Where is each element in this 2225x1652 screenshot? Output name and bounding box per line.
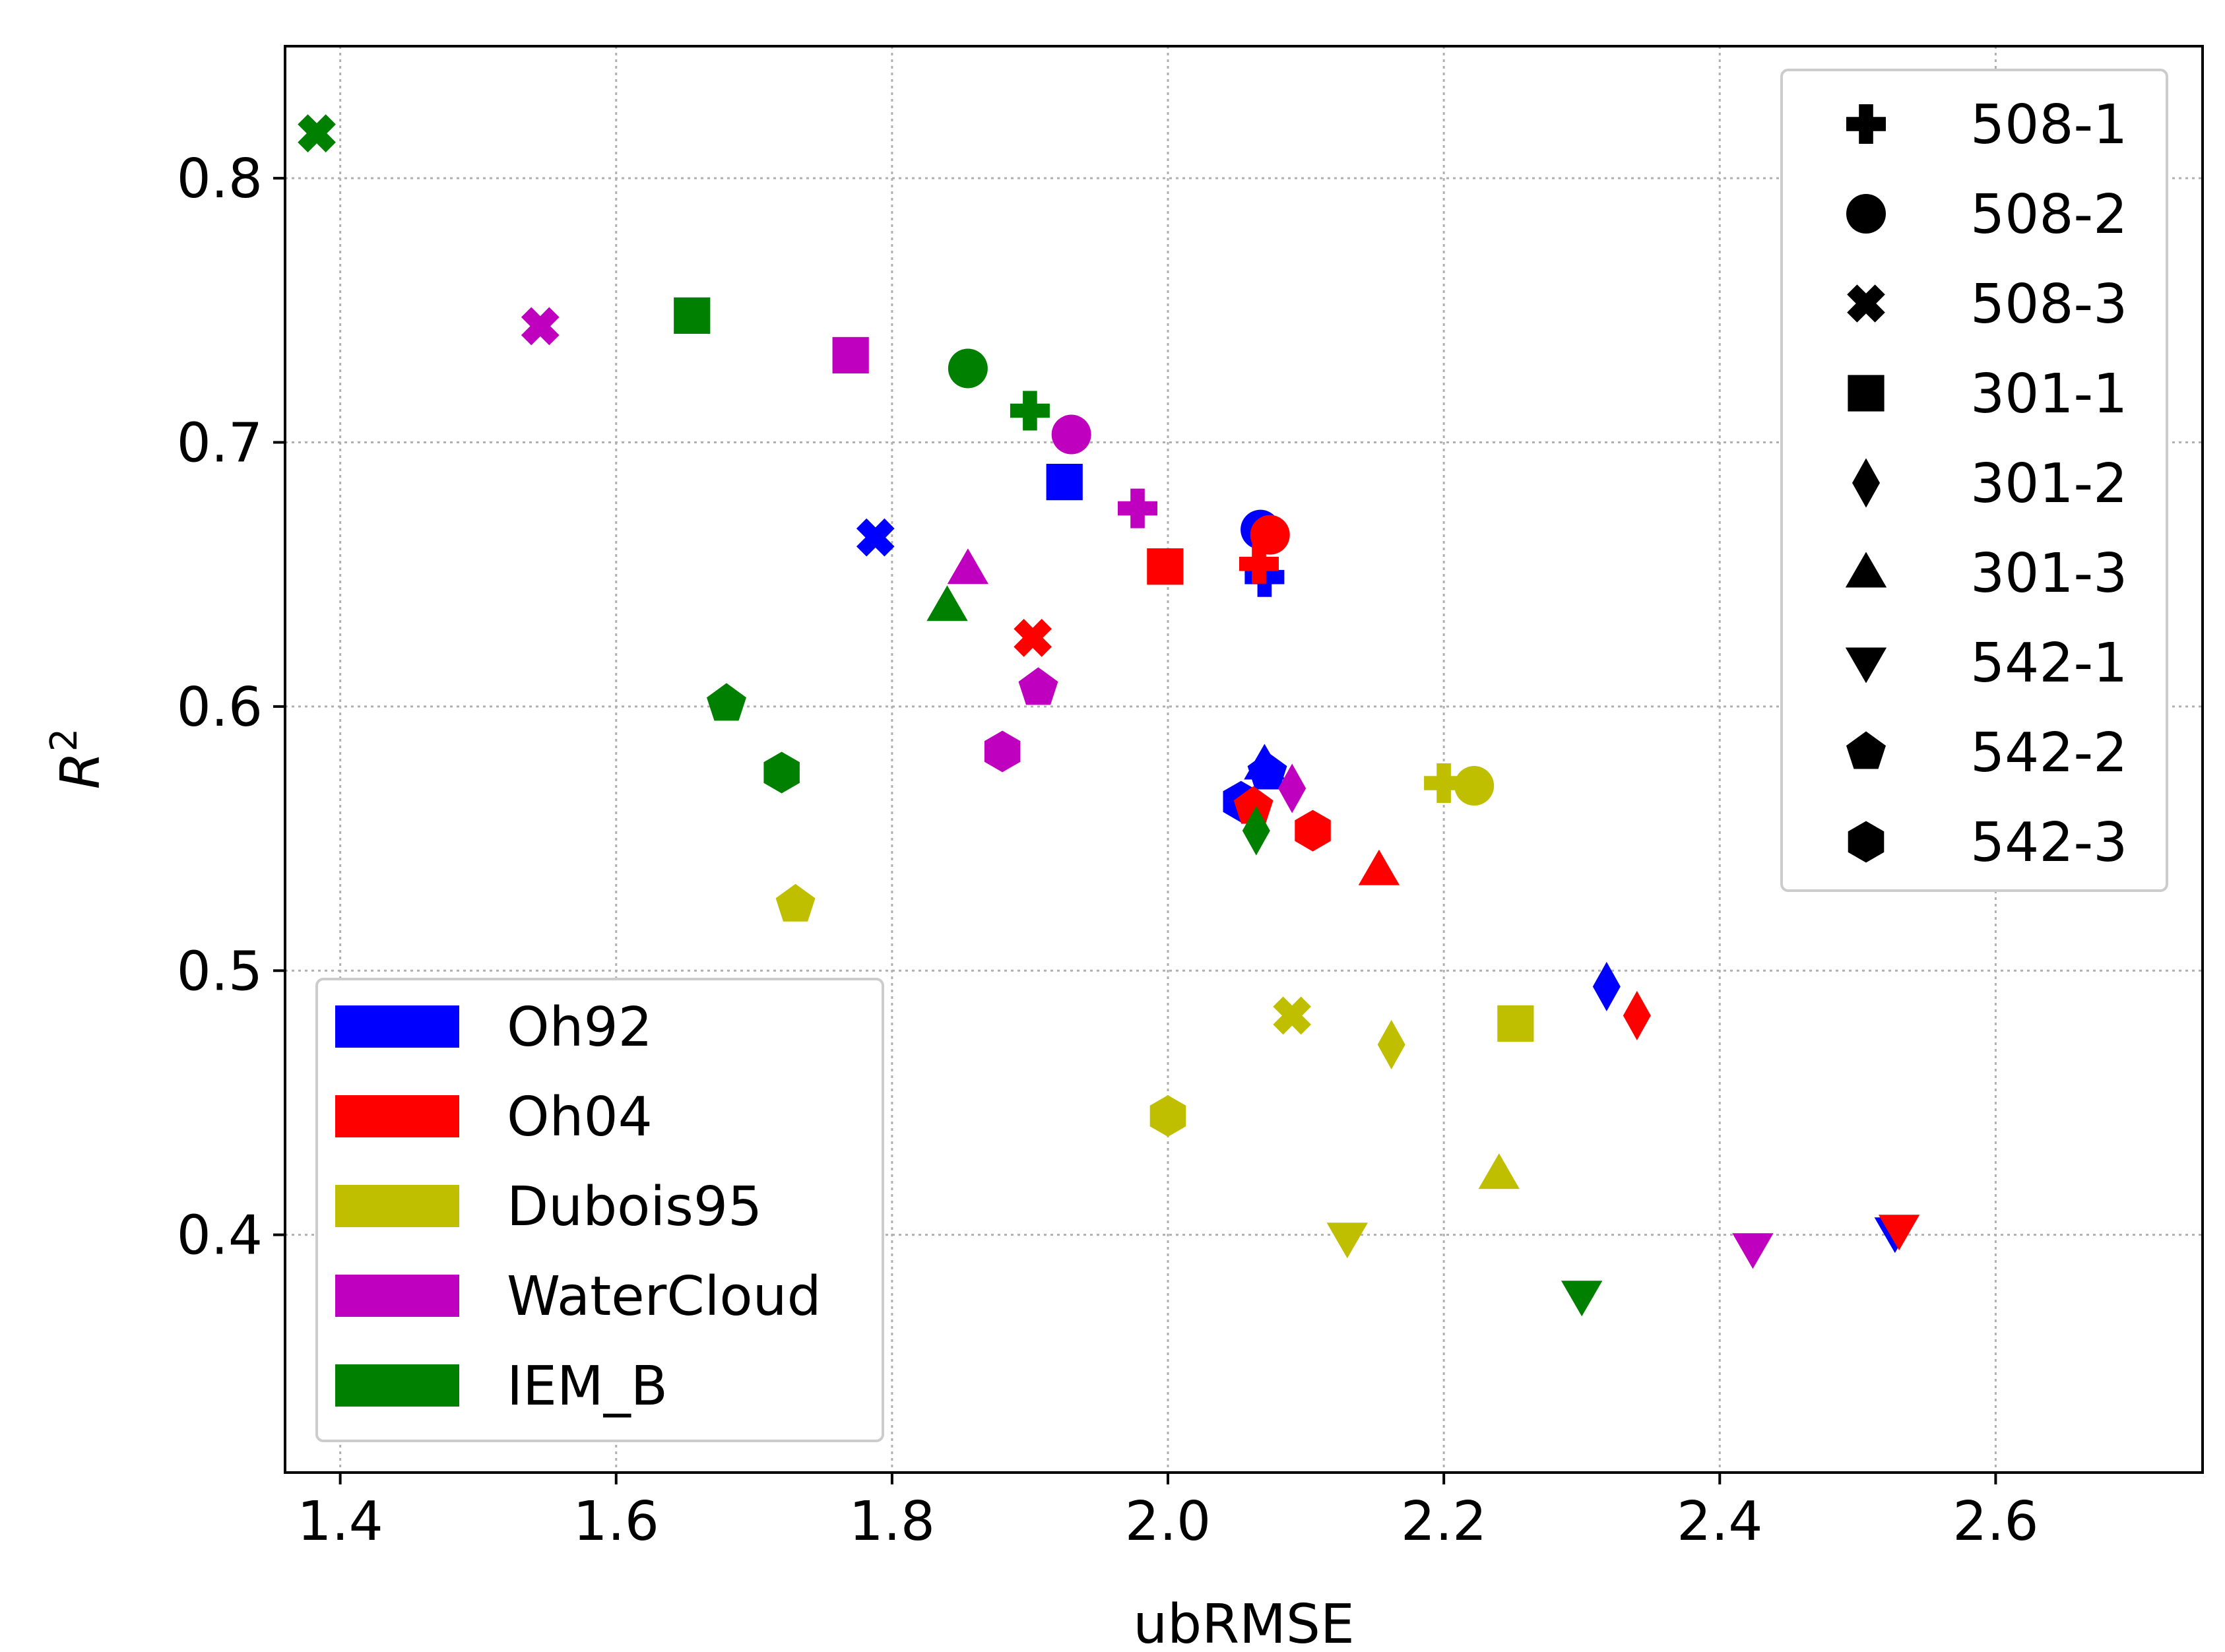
data-point <box>1010 391 1050 431</box>
data-point <box>298 114 336 152</box>
data-point <box>1273 996 1311 1035</box>
legend-label: 301-2 <box>1970 453 2127 515</box>
legend-label: 542-3 <box>1970 811 2127 874</box>
model-legend-box <box>315 978 884 1442</box>
axis-ticks: 1.4 1.6 1.8 2.0 2.2 2.4 2.6 0.4 0.5 0.6 0.7 0.8 <box>177 148 2039 1553</box>
data-points <box>298 114 1920 1317</box>
site-legend: 508-1 508-2 508-3 301-1 301-2 301-3 542-1 542-2… <box>1780 69 2168 892</box>
svg-text:R2: R2 <box>43 728 112 790</box>
data-point <box>707 683 746 721</box>
data-point <box>1149 1095 1186 1137</box>
data-point <box>1454 766 1495 806</box>
data-point <box>1239 544 1279 584</box>
data-point <box>926 585 968 621</box>
data-point <box>1278 763 1306 813</box>
data-point <box>1233 786 1274 824</box>
x-tick-label: 1.8 <box>849 1490 935 1553</box>
legend-label: IEM_B <box>507 1355 668 1418</box>
data-point <box>1242 806 1270 856</box>
legend-swatch <box>335 1095 459 1137</box>
data-point <box>1326 1223 1368 1259</box>
legend-label: 301-3 <box>1970 542 2127 605</box>
y-axis-title-sup: 2 <box>43 728 86 752</box>
data-point <box>1732 1233 1774 1269</box>
data-point <box>856 518 895 557</box>
legend-swatch <box>335 1005 459 1048</box>
data-point <box>1295 810 1331 852</box>
legend-swatch <box>335 1364 459 1407</box>
data-point <box>984 730 1021 773</box>
y-tick-label: 0.4 <box>177 1205 263 1267</box>
data-point <box>948 348 988 389</box>
data-point <box>1623 990 1651 1040</box>
x-tick-label: 1.4 <box>297 1490 383 1553</box>
x-tick-label: 1.6 <box>573 1490 659 1553</box>
y-tick-label: 0.6 <box>177 676 263 739</box>
model-legend: Oh92 Oh04 Dubois95 WaterCloud IEM_B <box>315 978 884 1442</box>
legend-marker <box>1845 552 1887 588</box>
legend-marker <box>1852 458 1880 508</box>
y-tick-label: 0.5 <box>177 940 263 1003</box>
y-tick-label: 0.8 <box>177 148 263 210</box>
legend-marker <box>1846 104 1886 144</box>
data-point <box>1561 1281 1603 1317</box>
data-point <box>1358 849 1400 885</box>
data-point <box>1014 619 1052 657</box>
x-tick-label: 2.6 <box>1952 1490 2038 1553</box>
legend-label: Oh04 <box>507 1086 653 1149</box>
legend-marker <box>1847 284 1885 323</box>
legend-label: WaterCloud <box>507 1265 822 1328</box>
legend-label: 301-1 <box>1970 363 2127 426</box>
data-point <box>775 883 816 922</box>
y-tick-label: 0.7 <box>177 412 263 475</box>
data-point <box>1424 763 1464 803</box>
legend-label: Oh92 <box>507 996 653 1059</box>
x-tick-label: 2.0 <box>1125 1490 1211 1553</box>
data-point <box>832 336 869 374</box>
legend-marker <box>1848 375 1885 412</box>
legend-marker <box>1845 647 1887 683</box>
data-point <box>1046 464 1083 501</box>
data-point <box>674 297 711 334</box>
legend-marker <box>1848 821 1885 863</box>
legend-label: 542-2 <box>1970 722 2127 784</box>
y-axis-title-base: R <box>49 751 112 789</box>
legend-marker <box>1846 194 1886 234</box>
legend-label: 508-2 <box>1970 183 2127 246</box>
data-point <box>1018 667 1058 705</box>
data-point <box>763 751 800 794</box>
data-point <box>1147 548 1184 585</box>
legend-label: 508-1 <box>1970 94 2127 156</box>
plot-frame <box>284 45 2204 1474</box>
data-point <box>1592 961 1621 1011</box>
legend-label: Dubois95 <box>507 1176 762 1238</box>
data-point <box>1250 515 1290 555</box>
x-axis-title: ubRMSE <box>1133 1593 1355 1652</box>
legend-swatch <box>335 1185 459 1227</box>
data-point <box>1478 1153 1520 1190</box>
data-point <box>1118 488 1157 528</box>
data-point <box>521 307 560 346</box>
data-point <box>1878 1215 1920 1251</box>
y-axis-title: R2 <box>43 728 112 790</box>
site-legend-box <box>1780 69 2168 892</box>
data-point <box>947 548 988 585</box>
data-point <box>1497 1005 1534 1042</box>
x-tick-label: 2.4 <box>1677 1490 1762 1553</box>
data-point <box>1377 1019 1405 1069</box>
data-point <box>1247 751 1287 790</box>
legend-label: 542-1 <box>1970 632 2127 695</box>
legend-label: 508-3 <box>1970 273 2127 336</box>
data-point <box>1051 414 1091 455</box>
x-tick-label: 2.2 <box>1401 1490 1487 1553</box>
legend-marker <box>1846 731 1886 769</box>
legend-swatch <box>335 1275 459 1317</box>
